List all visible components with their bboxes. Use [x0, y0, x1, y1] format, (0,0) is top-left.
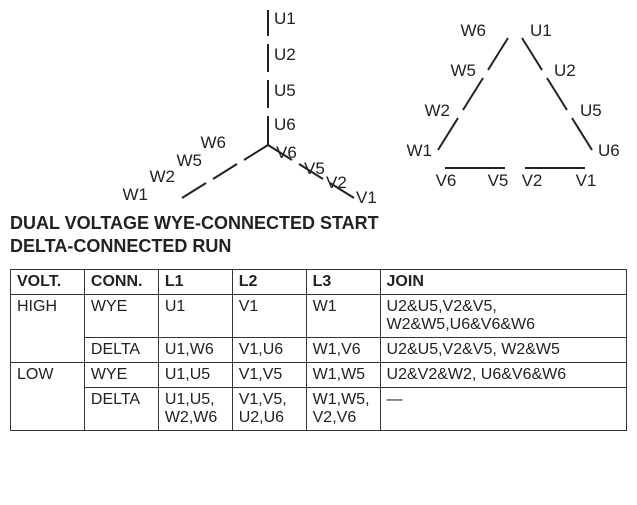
delta-v2-label: V2: [522, 171, 543, 190]
col-l1: L1: [158, 270, 232, 295]
wye-v5-label: V5: [304, 159, 325, 178]
cell-l3: W1,V6: [306, 338, 380, 363]
delta-v1-label: V1: [576, 171, 597, 190]
col-conn: CONN.: [84, 270, 158, 295]
table-row: DELTA U1,U5, W2,W6 V1,V5, U2,U6 W1,W5, V…: [11, 388, 627, 431]
cell-l1: U1,U5, W2,W6: [158, 388, 232, 431]
wye-diagram: U1 U2 U5 U6 V6 V5 V2 V1 W6 W5 W2 W1: [123, 9, 377, 203]
delta-u1-label: U1: [530, 21, 552, 40]
delta-diagram: W6 U1 U2 U5 W5 W2 U6 V1 V2 W1 V6 V5: [407, 21, 620, 190]
cell-l3: W1,W5, V2,V6: [306, 388, 380, 431]
wye-u2-label: U2: [274, 45, 296, 64]
cell-conn: DELTA: [84, 338, 158, 363]
col-l2: L2: [232, 270, 306, 295]
wye-w6-label: W6: [201, 133, 227, 152]
cell-l2: V1,V5, U2,U6: [232, 388, 306, 431]
delta-w2-label: W2: [425, 101, 451, 120]
col-join: JOIN: [380, 270, 626, 295]
wye-v2-label: V2: [326, 173, 347, 192]
cell-join: —: [380, 388, 626, 431]
col-l3: L3: [306, 270, 380, 295]
cell-l3: W1,W5: [306, 363, 380, 388]
cell-l2: V1: [232, 295, 306, 338]
wye-w1-label: W1: [123, 185, 149, 203]
cell-l3: W1: [306, 295, 380, 338]
delta-u6-label: U6: [598, 141, 620, 160]
wye-u6-label: U6: [274, 115, 296, 134]
cell-join: U2&V2&W2, U6&V6&W6: [380, 363, 626, 388]
cell-conn: WYE: [84, 295, 158, 338]
delta-u2-label: U2: [554, 61, 576, 80]
cell-conn: WYE: [84, 363, 158, 388]
delta-u5-label: U5: [580, 101, 602, 120]
table-row: DELTA U1,W6 V1,U6 W1,V6 U2&U5,V2&V5, W2&…: [11, 338, 627, 363]
cell-volt: LOW: [11, 363, 85, 388]
delta-w5-label: W5: [451, 61, 477, 80]
delta-w6-label: W6: [461, 21, 487, 40]
title-line-2: DELTA-CONNECTED RUN: [10, 236, 231, 256]
wye-w2-label: W2: [150, 167, 176, 186]
cell-volt: HIGH: [11, 295, 85, 338]
cell-conn: DELTA: [84, 388, 158, 431]
table-row: LOW WYE U1,U5 V1,V5 W1,W5 U2&V2&W2, U6&V…: [11, 363, 627, 388]
connection-table: VOLT. CONN. L1 L2 L3 JOIN HIGH WYE U1 V1…: [10, 269, 627, 431]
wye-u5-label: U5: [274, 81, 296, 100]
col-volt: VOLT.: [11, 270, 85, 295]
cell-volt: [11, 338, 85, 363]
connection-diagrams-svg: U1 U2 U5 U6 V6 V5 V2 V1 W6 W5 W2 W1: [10, 8, 627, 203]
cell-join: U2&U5,V2&V5, W2&W5: [380, 338, 626, 363]
page-title: DUAL VOLTAGE WYE-CONNECTED START DELTA-C…: [10, 212, 627, 257]
wye-w5-label: W5: [177, 151, 203, 170]
diagram-area: U1 U2 U5 U6 V6 V5 V2 V1 W6 W5 W2 W1: [10, 8, 627, 208]
cell-l1: U1: [158, 295, 232, 338]
title-line-1: DUAL VOLTAGE WYE-CONNECTED START: [10, 213, 379, 233]
table-row: HIGH WYE U1 V1 W1 U2&U5,V2&V5, W2&W5,U6&…: [11, 295, 627, 338]
wye-v1-label: V1: [356, 188, 377, 203]
cell-l2: V1,V5: [232, 363, 306, 388]
cell-join: U2&U5,V2&V5, W2&W5,U6&V6&W6: [380, 295, 626, 338]
wye-u1-label: U1: [274, 9, 296, 28]
cell-volt: [11, 388, 85, 431]
wye-v6-label: V6: [276, 143, 297, 162]
table-header-row: VOLT. CONN. L1 L2 L3 JOIN: [11, 270, 627, 295]
delta-v6-label: V6: [436, 171, 457, 190]
cell-l2: V1,U6: [232, 338, 306, 363]
delta-v5-label: V5: [488, 171, 509, 190]
cell-l1: U1,U5: [158, 363, 232, 388]
cell-l1: U1,W6: [158, 338, 232, 363]
delta-w1-label: W1: [407, 141, 433, 160]
